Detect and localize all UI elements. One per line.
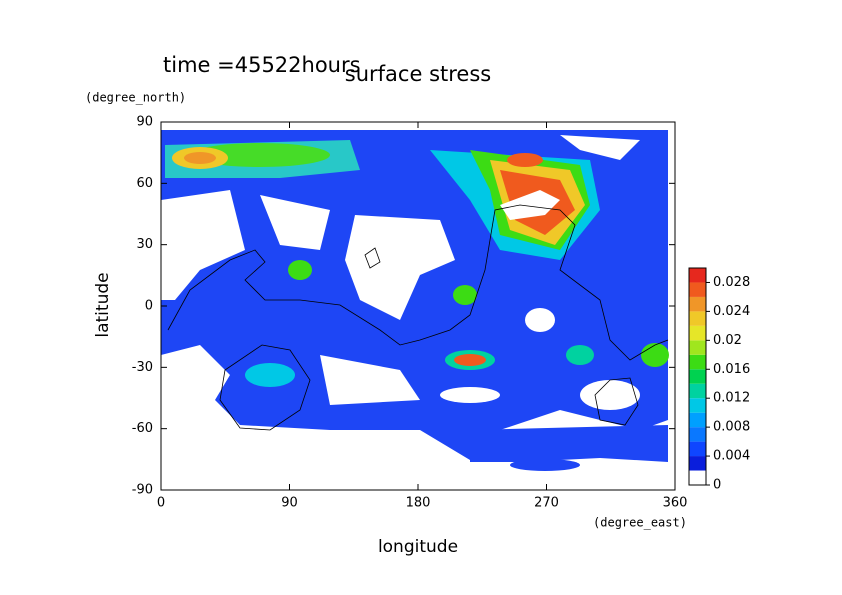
contour-hole	[560, 135, 640, 160]
colorbar-tick-label: 0.024	[713, 304, 750, 319]
y-tick-label: 90	[136, 115, 153, 130]
colorbar-band	[689, 427, 706, 442]
x-tick-label: 360	[663, 496, 688, 511]
y-tick-label: -90	[132, 483, 153, 498]
colorbar-band	[689, 456, 706, 471]
contour-fill	[641, 343, 669, 367]
contour-hole	[161, 345, 240, 425]
subtitle: time =45522hours	[163, 53, 361, 77]
colorbar-tick-label: 0.008	[713, 420, 750, 435]
contour-fill	[566, 345, 594, 365]
contour-hole	[525, 308, 555, 332]
contour-hole	[260, 195, 330, 250]
y-tick-label: -30	[132, 360, 153, 375]
y-tick-label: 30	[136, 237, 153, 252]
colorbar-frame	[688, 267, 707, 486]
y-unit: (degree_north)	[85, 91, 186, 105]
colorbar-band	[689, 412, 706, 428]
colorbar-band	[689, 325, 706, 341]
colorbar-band	[689, 311, 706, 326]
contour-hole	[500, 190, 560, 220]
x-unit: (degree_east)	[593, 516, 687, 530]
contour-hole	[320, 355, 420, 405]
contour-hole	[440, 387, 500, 403]
contour-hole	[161, 190, 245, 300]
colorbar-tick-label: 0.016	[713, 362, 750, 377]
colorbar-tick-label: 0.012	[713, 391, 750, 406]
colorbar-band	[689, 268, 706, 283]
colorbar-tick-label: 0.02	[713, 333, 742, 348]
contour-fill	[507, 153, 543, 167]
x-tick-label: 90	[281, 496, 298, 511]
contour-field	[161, 130, 669, 471]
colorbar-band	[689, 369, 706, 384]
contour-fill	[288, 260, 312, 280]
y-tick-label: 60	[136, 176, 153, 191]
coastline	[219, 344, 311, 431]
contour-fill	[454, 354, 486, 366]
colorbar-tick-label: 0.004	[713, 449, 750, 464]
contour-fill	[470, 425, 668, 462]
colorbar-band	[689, 282, 706, 297]
contour-fill	[184, 152, 216, 164]
contour-fill	[510, 459, 580, 471]
contour-hole	[345, 215, 455, 320]
colorbar-tick-label: 0.028	[713, 275, 750, 290]
x-tick-label: 270	[534, 496, 559, 511]
contour-fill	[245, 363, 295, 387]
x-axis-label: longitude	[378, 537, 458, 557]
colorbar-band	[689, 470, 706, 485]
colorbar-band	[689, 398, 706, 413]
colorbar-band	[689, 441, 706, 457]
y-axis-label: latitude	[93, 272, 113, 337]
colorbar-band	[689, 354, 706, 370]
colorbar-band	[689, 383, 706, 399]
colorbar-band	[689, 340, 706, 355]
coastline	[594, 377, 639, 426]
colorbar-band	[689, 296, 706, 312]
contour-hole	[580, 380, 640, 410]
chart-title: surface stress	[345, 62, 491, 86]
coastline	[364, 247, 381, 269]
coastlines	[167, 204, 669, 431]
contour-fill	[453, 285, 477, 305]
x-tick-label: 0	[157, 496, 165, 511]
y-tick-label: -60	[132, 421, 153, 436]
coastline	[167, 204, 669, 361]
colorbar-tick-label: 0	[713, 478, 721, 493]
y-tick-label: 0	[145, 299, 153, 314]
x-tick-label: 180	[406, 496, 431, 511]
